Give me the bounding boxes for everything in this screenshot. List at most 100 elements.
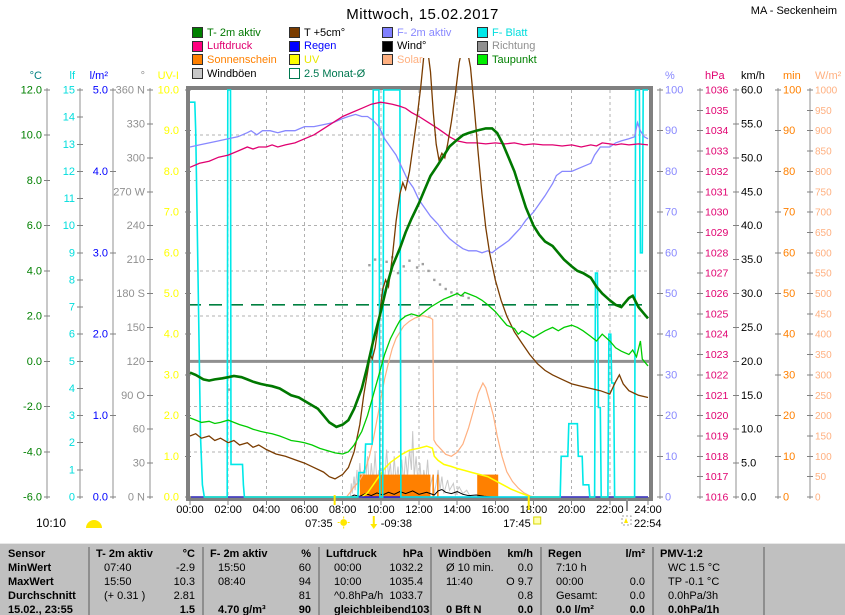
axis-tick-label: 1035 <box>705 105 729 117</box>
axis-tick-label: 70 <box>665 207 677 219</box>
axis-tick-label: 5 <box>69 356 75 368</box>
x-tick-label: 00:00 <box>176 504 204 516</box>
table-cell: 08:40 94 <box>202 575 318 589</box>
x-tick-label: 06:00 <box>291 504 319 516</box>
series-richtung <box>227 256 598 391</box>
axis-tick-label: 0.0 <box>741 492 756 504</box>
axis-tick-label: 900 <box>815 126 832 137</box>
row-label: MinWert <box>8 562 52 574</box>
legend-item-2-5-monat-[interactable]: 2.5 Monat-Ø <box>289 67 382 81</box>
cell-value: 1.5 <box>179 604 195 615</box>
table-spacer <box>763 603 845 615</box>
table-cell: 7:10 h <box>540 561 652 575</box>
axis-tick-label: 750 <box>815 187 832 198</box>
legend-item-uv[interactable]: UV <box>289 53 382 67</box>
legend-color-box <box>192 27 203 39</box>
cell-label <box>210 589 218 603</box>
cell-value: 1035.4 <box>389 576 423 588</box>
legend-item-luftdruck[interactable]: Luftdruck <box>192 40 289 54</box>
axis-tick-label: 1026 <box>705 288 729 300</box>
axis-tick-label: 800 <box>815 167 832 178</box>
legend-color-box <box>477 54 488 66</box>
axis-dir: 360 N 330 300 270 W 240 210 180 S 150 120 90 O 60 3… <box>113 70 153 504</box>
series-wind <box>190 488 648 498</box>
legend-item-sonnenschein[interactable]: Sonnenschein <box>192 53 289 67</box>
table-cell: 81 <box>202 589 318 603</box>
cell-label: 4.70 g/m³ <box>218 604 266 615</box>
table-row: Sensor T- 2m aktiv °C F- 2m aktiv% Luftdruck… <box>0 547 845 561</box>
axis-tick-label: 1 <box>69 464 75 476</box>
axis-header: min <box>783 70 801 82</box>
table-cell: Gesamt: 0.0 <box>540 589 652 603</box>
axis-tick-label: 45.0 <box>741 186 762 198</box>
legend-item-label: Regen <box>304 40 337 53</box>
series-luftdruck <box>189 101 649 168</box>
moonrise-tick <box>626 499 629 511</box>
legend-item-t-2m-aktiv[interactable]: T- 2m aktiv <box>192 26 289 40</box>
cell-label: 11:40 <box>446 576 473 588</box>
series-solar <box>190 314 648 498</box>
legend-item-richtung[interactable]: Richtung <box>477 40 597 54</box>
table-cell: 0 Bft N 0.0 <box>430 603 540 615</box>
svg-text:10:10: 10:10 <box>36 516 66 530</box>
legend-item-wind-[interactable]: Wind° <box>382 40 477 54</box>
table-spacer <box>763 589 845 603</box>
cell-label: T- 2m aktiv <box>96 548 153 560</box>
row-label: Sensor <box>8 548 46 560</box>
cell-label: Windböen <box>438 548 492 560</box>
legend-item-label: T +5cm° <box>304 26 346 39</box>
legend-item-label: T- 2m aktiv <box>207 26 261 39</box>
axis-tick-label: 35.0 <box>741 254 762 266</box>
cell-value: 1032.2 <box>389 562 423 574</box>
x-tick-label: 10:00 <box>367 504 395 516</box>
table-row: MaxWert 15:50 10.3 08:40 94 10:00 1035.4 11:40 O… <box>0 575 845 589</box>
axis-tick-label: 30 <box>783 369 795 381</box>
cell-label <box>96 603 104 615</box>
cell-value: 94 <box>298 576 311 588</box>
axis-tick-label: 270 W <box>113 186 145 198</box>
axis-header: km/h <box>741 70 765 82</box>
cell-label: (+ 0.31 ) <box>104 590 146 602</box>
table-cell: WC 1.5 °C <box>652 561 763 575</box>
axis-tick-label: 90 <box>665 125 677 137</box>
axis-header: °C <box>30 70 42 82</box>
legend-item-windb-en[interactable]: Windböen <box>192 67 289 81</box>
axis-tick-label: 6.0 <box>27 220 42 232</box>
cell-label: 7:10 h <box>556 562 587 574</box>
x-tick-label: 02:00 <box>214 504 242 516</box>
x-tick-label: 14:00 <box>443 504 471 516</box>
axis-header: hPa <box>705 70 725 82</box>
axis-tick-label: 5.0 <box>741 458 756 470</box>
legend-color-box <box>289 68 300 80</box>
cell-label: 00:00 <box>334 562 362 574</box>
legend-item-regen[interactable]: Regen <box>289 40 382 54</box>
legend-item-f-blatt[interactable]: F- Blatt <box>477 26 597 40</box>
axis-tick-label: 0.0 <box>93 492 108 504</box>
table-cell: F- 2m aktiv% <box>202 547 318 561</box>
axis-tick-label: 250 <box>815 391 832 402</box>
axis-tick-label: 1036 <box>705 85 729 97</box>
table-row: 15.02., 23:55 1.5 4.70 g/m³ 90 gleichbleiben… <box>0 603 845 615</box>
legend-item-solar[interactable]: Solar <box>382 53 477 67</box>
cell-label: Luftdruck <box>326 548 377 560</box>
cell-value: O 9.7 <box>506 576 533 588</box>
legend-item-t-5cm-[interactable]: T +5cm° <box>289 26 382 40</box>
svg-text:07:35: 07:35 <box>305 518 333 530</box>
legend-color-box <box>289 54 300 66</box>
table-cell: Windböen km/h <box>430 547 540 561</box>
axis-tick-label: 55.0 <box>741 118 762 130</box>
axis-tick-label: 60 <box>665 247 677 259</box>
axis-tick-label: 1023 <box>705 349 729 361</box>
legend-item-taupunkt[interactable]: Taupunkt <box>477 53 597 67</box>
svg-text:-09:38: -09:38 <box>381 518 412 530</box>
axis-tick-label: 1018 <box>705 451 729 463</box>
axis-header: % <box>665 70 675 82</box>
axis-tick-label: 90 <box>783 125 795 137</box>
axis-tick-label: 0.0 <box>164 492 179 504</box>
axis-tick-label: 12.0 <box>21 85 42 97</box>
axis-tick-label: 7.0 <box>164 207 179 219</box>
legend-item-f-2m-aktiv[interactable]: F- 2m aktiv <box>382 26 477 40</box>
axis-tick-label: 8.0 <box>27 175 42 187</box>
axis-tick-label: 10.0 <box>21 130 42 142</box>
